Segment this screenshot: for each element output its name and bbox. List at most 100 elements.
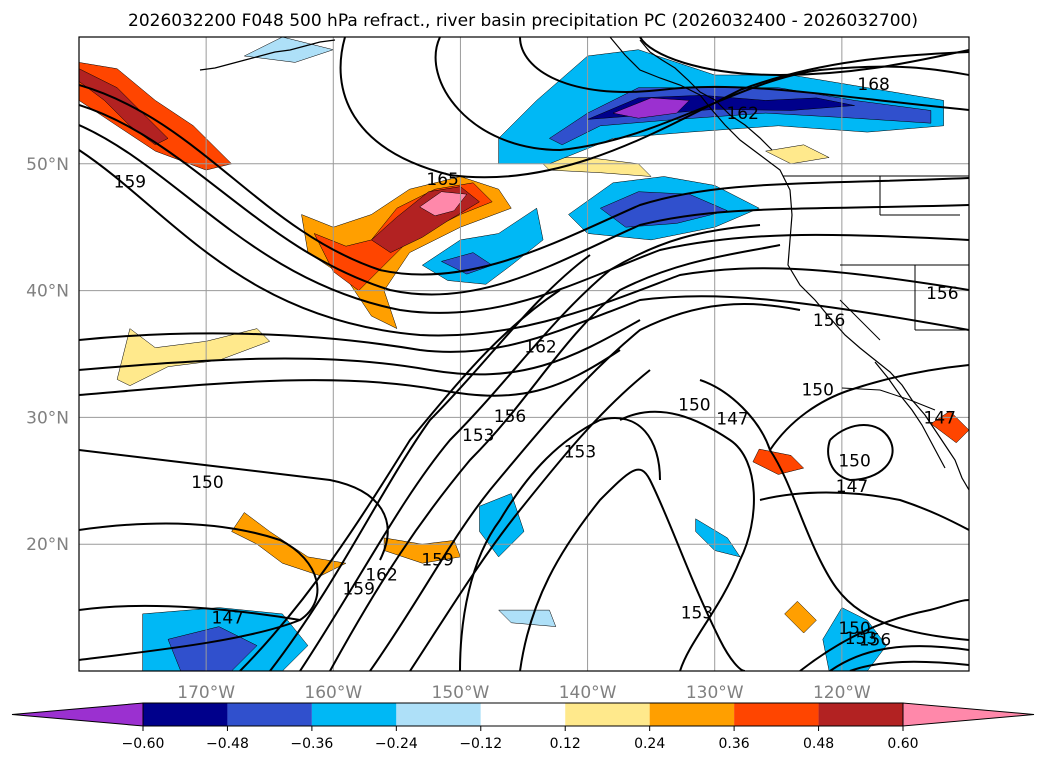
contour-label: 162 [726,104,758,124]
contour-line [827,424,894,482]
contour-label: 153 [845,629,877,649]
contour-line [759,491,969,531]
contour-label: 150 [838,452,870,472]
colorbar-tick-label: 0.36 [719,736,750,752]
contour-line [369,303,801,671]
contour-label: 156 [494,407,526,427]
contour-line [239,289,561,671]
contour-label: 156 [926,284,958,304]
contour-line [329,244,781,671]
contour-line [79,104,969,296]
contour-label: 147 [836,477,868,497]
contour-line [799,599,969,671]
y-axis-ticks: 20°N 30°N 40°N 50°N [26,155,69,555]
coastlines [199,37,969,491]
borders [783,175,969,411]
colorbar-segment [734,703,819,726]
colorbar-segment [396,703,481,726]
y-tick-label: 20°N [26,535,69,555]
contour-line [79,449,389,561]
y-tick-label: 30°N [26,408,69,428]
x-tick-label: 160°W [304,683,362,703]
contour-line [269,254,591,671]
contour-line [79,319,641,376]
contour-line [639,37,969,77]
state-borders [839,176,969,341]
contour-line [434,37,969,152]
precip-region [599,191,729,228]
contour-line [829,645,969,671]
x-tick-label: 170°W [177,683,235,703]
precip-region [612,97,690,119]
contour-label: 168 [857,75,889,95]
colorbar-segment [311,703,397,726]
contour-label: 153 [564,443,596,463]
colorbar-tick-label: −0.36 [290,736,333,752]
colorbar-tick-label: −0.48 [206,736,249,752]
precip-region [116,328,271,386]
border-us-mexico [841,387,936,411]
contour-line [519,37,969,111]
precip-region [930,410,969,444]
colorbar-tick-label: 0.60 [887,736,918,752]
contour-label: 150 [801,381,833,401]
colorbar-tick-label: 0.12 [550,736,581,752]
colorbar-segment [565,703,650,726]
colorbar: −0.60 −0.48 −0.36 −0.24 −0.12 0.12 0.24 0.36 0.4… [11,702,1035,752]
contour-line [849,660,969,671]
contour-label: 162 [524,337,556,357]
colorbar-extend-high [902,702,1035,727]
contour-label: 159 [421,550,453,570]
x-tick-label: 150°W [432,683,490,703]
colorbar-tick-label: 0.48 [803,736,834,752]
chart-title: 2026032200 F048 500 hPa refract., river … [128,11,918,31]
x-tick-label: 130°W [686,683,744,703]
precip-region [695,518,741,558]
contour-label: 147 [924,408,956,428]
colorbar-segment [480,703,566,726]
y-tick-label: 50°N [26,155,69,175]
contour-line [339,37,969,179]
x-axis-ticks: 170°W 160°W 150°W 140°W 130°W 120°W [177,683,871,703]
contour-label: 156 [813,311,845,331]
colorbar-frame [142,702,904,727]
precip-region [822,607,887,671]
contour-label: 159 [114,173,146,193]
coastline-alaska-panhandle [639,39,773,151]
contour-line [79,349,621,397]
contour-line [79,522,319,661]
contour-label: 147 [212,609,244,629]
contour-line [519,468,746,671]
x-tick-label: 120°W [813,683,871,703]
coastline-baja [874,361,946,469]
precip-region [752,448,805,475]
contour-label: 165 [426,170,458,190]
contour-label: 156 [859,630,891,650]
x-tick-label: 140°W [559,683,617,703]
contour-label: 153 [681,604,713,624]
colorbar-tick-label: −0.12 [459,736,502,752]
colorbar-tick-label: 0.24 [634,736,665,752]
contour-label: 150 [678,396,710,416]
colorbar-tick-label: −0.60 [122,736,165,752]
y-tick-label: 40°N [26,282,69,302]
contour-label: 153 [462,426,494,446]
contour-line [459,417,661,671]
refractivity-contours [79,37,969,671]
precip-region [764,144,830,165]
precip-region [784,600,817,634]
contour-line [699,379,969,641]
coastline-aleutians [199,39,336,71]
contour-line [79,84,969,276]
contour-label: 150 [838,619,870,639]
contour-label: 162 [365,566,397,586]
map-frame [78,36,970,672]
contour-label: 150 [191,473,223,493]
contour-line [299,224,761,671]
contour-label: 159 [342,580,374,600]
contour-line [79,295,969,353]
contour-line [409,369,651,671]
